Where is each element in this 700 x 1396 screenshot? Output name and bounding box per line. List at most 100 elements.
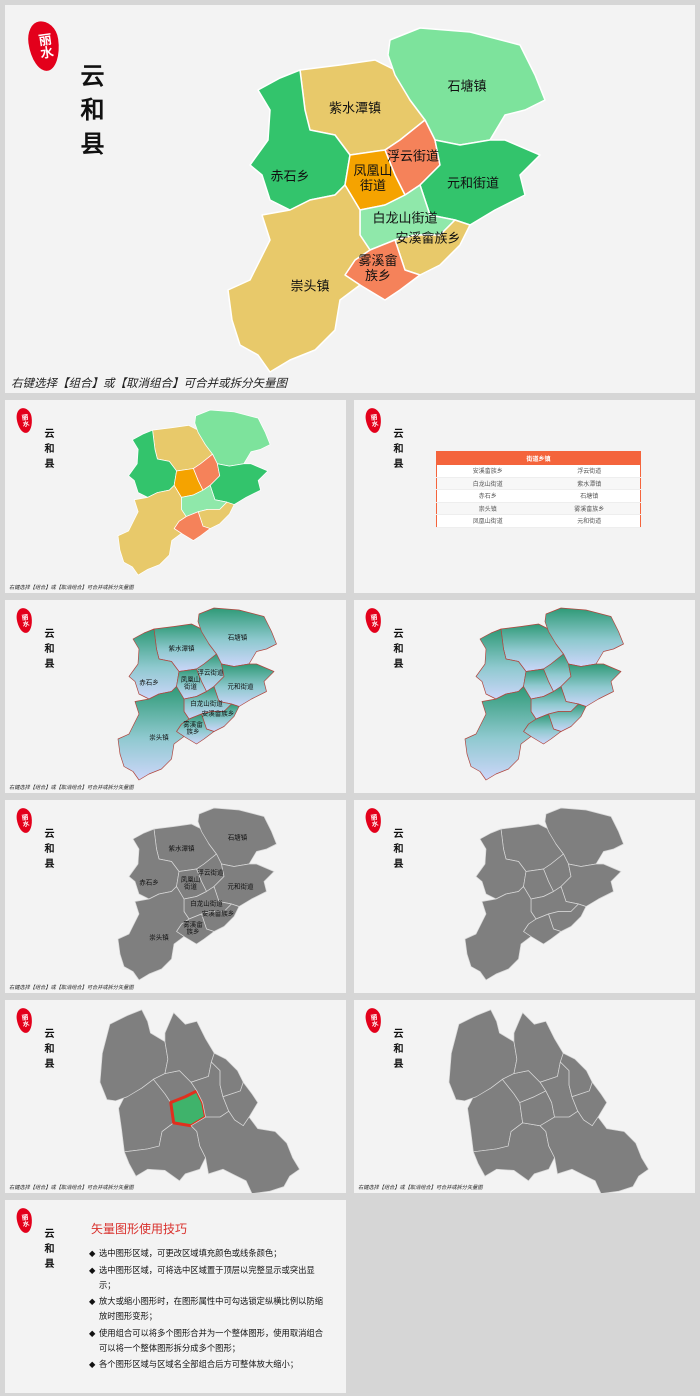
region-label: 雾溪畲族乡 <box>183 720 203 736</box>
tip: 使用组合可以将多个图形合并为一个整体图形，使用取消组合可以将一个整体图形拆分成多… <box>89 1326 327 1356</box>
region-label: 紫水潭镇 <box>168 844 195 853</box>
map-group <box>99 1009 300 1193</box>
row: 安溪畲族乡 浮云街道 <box>436 465 641 478</box>
region <box>464 686 537 781</box>
region-label: 白龙山街道 <box>190 699 223 708</box>
map-group <box>117 807 277 981</box>
region <box>227 184 371 373</box>
cell: 崇头镇 <box>436 502 539 515</box>
row: 崇头镇 雾溪畲族乡 <box>436 502 641 515</box>
map <box>117 807 277 981</box>
region-label: 元和街道 <box>227 881 254 890</box>
seal: 丽水 <box>15 1207 34 1234</box>
region-label: 紫水潭镇 <box>168 644 195 653</box>
region <box>544 807 624 867</box>
region-label: 元和街道 <box>446 176 500 192</box>
county-title: 云和县 <box>76 63 105 165</box>
slide: 丽水 云和县 紫水潭镇 石塘镇 赤石乡 浮云街道 凤凰山街道 元和街道 白龙山街道 安溪畲族乡 雾溪… <box>5 5 695 393</box>
slide: 丽水 云和县 右键选择【组合】或【取消组合】可合并或拆分矢量图 <box>5 400 346 593</box>
region-label: 石塘镇 <box>447 79 487 95</box>
region-label: 赤石乡 <box>139 678 159 687</box>
region-label: 雾溪畲族乡 <box>358 254 398 284</box>
note: 右键选择【组合】或【取消组合】可合并或拆分矢量图 <box>9 1185 134 1191</box>
map <box>448 1009 649 1193</box>
county-title: 云和县 <box>42 1028 53 1073</box>
slide: 丽水 云和县 紫水潭镇 石塘镇 赤石乡 浮云街道 凤凰山街道 元和街道 白龙山街道 安溪畲族乡 雾溪… <box>5 800 346 993</box>
row: 白龙山街道 紫水潭镇 <box>436 477 641 490</box>
region-label: 石塘镇 <box>227 833 248 842</box>
county-title: 云和县 <box>391 1028 402 1073</box>
slide: 丽水 云和县 街道乡镇 安溪畲族乡 浮云街道 白龙山街道 紫水潭镇 赤石乡 石塘镇 崇头镇 雾溪畲族… <box>354 400 695 593</box>
region <box>117 485 187 576</box>
map-group <box>464 807 624 981</box>
cell: 紫水潭镇 <box>538 477 641 490</box>
map-group <box>227 27 546 373</box>
region-label: 雾溪畲族乡 <box>183 920 203 936</box>
slide: 丽水 云和县 右键选择【组合】或【取消组合】可合并或拆分矢量图 <box>354 1000 695 1193</box>
county-title: 云和县 <box>391 428 402 473</box>
tip: 选中图形区域，可更改区域填充颜色或线条颜色； <box>89 1246 327 1261</box>
region <box>464 886 537 981</box>
cell: 雾溪畲族乡 <box>538 502 641 515</box>
region <box>560 663 622 707</box>
region-label: 浮云街道 <box>386 149 440 165</box>
region-label: 浮云街道 <box>197 868 224 877</box>
slide: 丽水 云和县 <box>354 600 695 793</box>
region <box>197 607 277 667</box>
region <box>117 686 190 781</box>
cell: 赤石乡 <box>436 489 539 503</box>
region-label: 崇头镇 <box>290 279 330 295</box>
county-title: 云和县 <box>42 628 53 673</box>
tip: 选中图形区域，可将选中区域置于顶层以完整显示或突出显示； <box>89 1263 327 1293</box>
region-label: 凤凰山街道 <box>180 875 201 891</box>
map <box>117 607 277 781</box>
map <box>227 27 546 373</box>
map <box>99 1009 300 1193</box>
county-title: 云和县 <box>42 1228 53 1273</box>
region-label: 白龙山街道 <box>190 899 223 908</box>
map <box>117 409 271 576</box>
table-header: 街道乡镇 <box>436 451 641 465</box>
cell: 石塘镇 <box>538 489 641 503</box>
table: 街道乡镇 安溪畲族乡 浮云街道 白龙山街道 紫水潭镇 赤石乡 石塘镇 崇头镇 雾溪畲族乡 凤凰山街… <box>436 451 641 528</box>
header-row: 街道乡镇 <box>436 451 641 465</box>
region <box>197 807 277 867</box>
county-title: 云和县 <box>391 628 402 673</box>
note: 右键选择【组合】或【取消组合】可合并或拆分矢量图 <box>9 785 134 791</box>
region-label: 安溪畲族乡 <box>201 709 235 718</box>
region <box>99 1009 169 1102</box>
region <box>544 607 624 667</box>
row: 凤凰山街道 元和街道 <box>436 514 641 528</box>
region <box>448 1009 518 1102</box>
region-label: 崇头镇 <box>149 933 169 942</box>
cell: 凤凰山街道 <box>436 514 539 528</box>
region <box>513 1012 564 1083</box>
tip: 放大或缩小图形时，在图形属性中可勾选锁定纵横比例以防缩放时图形变形； <box>89 1294 327 1324</box>
map <box>464 807 624 981</box>
region-label: 安溪畲族乡 <box>201 909 235 918</box>
region <box>194 409 271 467</box>
county-title: 云和县 <box>42 428 53 473</box>
note: 右键选择【组合】或【取消组合】可合并或拆分矢量图 <box>358 1185 483 1191</box>
region-label: 赤石乡 <box>139 878 159 887</box>
region-label: 浮云街道 <box>197 668 224 677</box>
cell: 白龙山街道 <box>436 477 539 490</box>
map <box>464 607 624 781</box>
cell: 浮云街道 <box>538 465 641 478</box>
row: 赤石乡 石塘镇 <box>436 489 641 503</box>
slide: 丽水 云和县 右键选择【组合】或【取消组合】可合并或拆分矢量图 <box>5 1000 346 1193</box>
region <box>190 1110 300 1193</box>
map-group <box>448 1009 649 1193</box>
region-label: 元和街道 <box>227 681 254 690</box>
region-label: 赤石乡 <box>270 169 310 185</box>
region <box>164 1012 215 1083</box>
region <box>387 27 546 146</box>
county-title: 云和县 <box>391 828 402 873</box>
region <box>539 1110 649 1193</box>
tips-title: 矢量图形使用技巧 <box>91 1222 188 1236</box>
region-label: 崇头镇 <box>149 733 169 742</box>
region-label: 紫水潭镇 <box>328 101 382 117</box>
note: 右键选择【组合】或【取消组合】可合并或拆分矢量图 <box>9 585 134 591</box>
slide: 丽水 云和县 紫水潭镇 石塘镇 赤石乡 浮云街道 凤凰山街道 元和街道 白龙山街道 安溪畲族乡 雾溪… <box>5 600 346 793</box>
